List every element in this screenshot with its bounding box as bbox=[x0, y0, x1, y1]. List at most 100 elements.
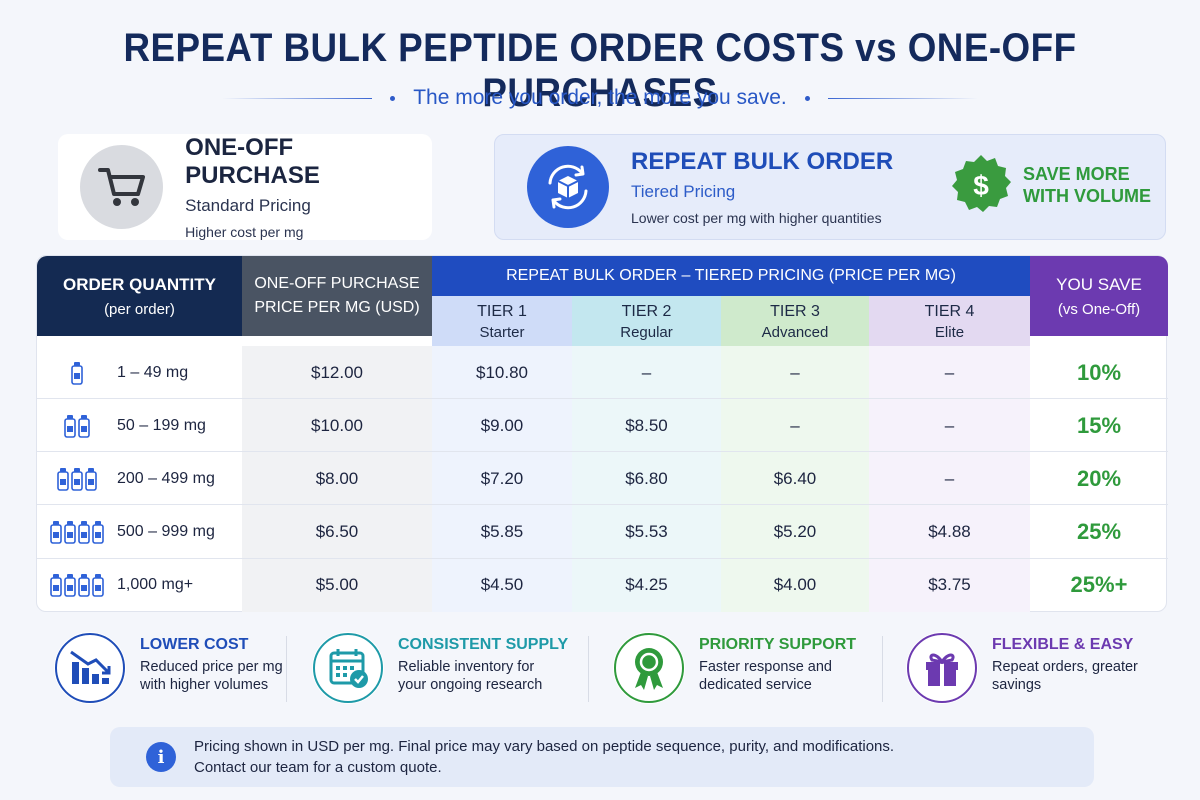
feature-divider bbox=[882, 636, 883, 702]
vial-icon bbox=[37, 573, 117, 598]
calendar-check-icon bbox=[312, 632, 384, 704]
tier3-price-cell: $6.40 bbox=[773, 468, 817, 488]
one-off-column-bg bbox=[242, 346, 432, 612]
table-row: 50 – 199 mg $10.00 $9.00 $8.50 – – 15% bbox=[37, 399, 1168, 453]
one-off-price-cell: $6.50 bbox=[315, 522, 359, 542]
header-one-off-price: ONE-OFF PURCHASE PRICE PER MG (USD) bbox=[242, 256, 432, 336]
header-repeat-tiered: REPEAT BULK ORDER – TIERED PRICING (PRIC… bbox=[432, 256, 1030, 296]
quantity-cell: 200 – 499 mg bbox=[37, 452, 242, 505]
tier-1-header: TIER 1 Starter bbox=[432, 296, 572, 346]
tier4-price-cell: – bbox=[944, 415, 955, 435]
header-order-quantity: ORDER QUANTITY (per order) bbox=[37, 256, 242, 336]
tier2-price-cell: – bbox=[641, 362, 652, 382]
quantity-text: 50 – 199 mg bbox=[117, 416, 206, 434]
tier-4-header: TIER 4 Elite bbox=[869, 296, 1030, 346]
page-title: REPEAT BULK PEPTIDE ORDER COSTS vs ONE-O… bbox=[123, 26, 1077, 115]
tier1-price-cell: $5.85 bbox=[480, 522, 524, 542]
feature-lower-cost: LOWER COST Reduced price per mg with hig… bbox=[54, 632, 290, 712]
savings-cell: 25%+ bbox=[1070, 572, 1128, 598]
tier3-column-bg bbox=[721, 346, 869, 612]
subtitle-line-right bbox=[827, 97, 978, 99]
vial-icon bbox=[37, 520, 117, 544]
header-one-line1: ONE-OFF PURCHASE bbox=[254, 275, 420, 292]
tier3-price-cell: $5.20 bbox=[773, 522, 817, 542]
tier2-price-cell: $8.50 bbox=[625, 415, 668, 435]
repeat-subtitle: Tiered Pricing bbox=[631, 182, 736, 201]
tier-label: Elite bbox=[934, 324, 965, 341]
feature-description: Repeat orders, greater savings bbox=[992, 659, 1138, 693]
feature-consistent-supply: CONSISTENT SUPPLY Reliable inventory for… bbox=[312, 632, 568, 712]
tier-2-header: TIER 2 Regular bbox=[572, 296, 721, 346]
tier-name: TIER 4 bbox=[924, 303, 975, 320]
table-row: 1,000 mg+ $5.00 $4.50 $4.25 $4.00 $3.75 25%+ bbox=[37, 559, 1168, 612]
tier4-column-bg bbox=[869, 346, 1030, 612]
page-subtitle: The more you order, the more you save. bbox=[413, 86, 787, 109]
savings-cell: 15% bbox=[1076, 412, 1122, 438]
table-row: 200 – 499 mg $8.00 $7.20 $6.80 $6.40 – 20% bbox=[37, 452, 1168, 506]
vial-icon bbox=[37, 361, 117, 385]
feature-description: Reliable inventory for your ongoing rese… bbox=[398, 659, 543, 693]
tier2-column-bg bbox=[572, 346, 721, 612]
tier1-price-cell: $4.50 bbox=[480, 575, 524, 595]
pricing-table: ORDER QUANTITY (per order) ONE-OFF PURCH… bbox=[36, 255, 1168, 612]
award-ribbon-icon bbox=[613, 632, 685, 704]
one-off-price-cell: $10.00 bbox=[311, 415, 363, 435]
tier2-price-cell: $6.80 bbox=[625, 468, 668, 488]
savings-cell: 10% bbox=[1076, 359, 1122, 385]
one-off-price-cell: $8.00 bbox=[315, 468, 359, 488]
one-off-price-cell: $12.00 bbox=[311, 362, 363, 382]
one-off-price-cell: $5.00 bbox=[315, 575, 359, 595]
box-refresh-icon bbox=[527, 146, 609, 228]
quantity-text: 500 – 999 mg bbox=[117, 523, 215, 541]
tier4-price-cell: $4.88 bbox=[928, 522, 971, 542]
quantity-text: 200 – 499 mg bbox=[117, 469, 215, 487]
save-volume-badge: $ SAVE MORE WITH VOLUME bbox=[949, 153, 1151, 217]
tier4-price-cell: $3.75 bbox=[928, 575, 971, 595]
feature-flexible-easy: FLEXIBLE & EASY Repeat orders, greater s… bbox=[906, 632, 1142, 712]
tier-label: Regular bbox=[620, 324, 673, 341]
feature-title: LOWER COST bbox=[140, 636, 249, 653]
one-off-card: ONE-OFF PURCHASE Standard Pricing Higher… bbox=[58, 134, 432, 240]
table-row: 1 – 49 mg $12.00 $10.80 – – – 10% bbox=[37, 346, 1168, 399]
feature-title: FLEXIBLE & EASY bbox=[992, 636, 1134, 653]
header-repeat-label: REPEAT BULK ORDER – TIERED PRICING (PRIC… bbox=[506, 267, 956, 284]
save-badge-line1: SAVE MORE bbox=[1023, 164, 1130, 184]
tier-3-header: TIER 3 Advanced bbox=[721, 296, 869, 346]
tier1-price-cell: $9.00 bbox=[480, 415, 524, 435]
header-you-save: YOU SAVE (vs One-Off) bbox=[1030, 256, 1168, 336]
feature-divider bbox=[588, 636, 589, 702]
subtitle-dot-left bbox=[390, 95, 396, 101]
tier-name: TIER 1 bbox=[477, 303, 527, 320]
one-off-description: Higher cost per mg bbox=[185, 224, 304, 240]
vial-icon bbox=[37, 414, 117, 438]
pricing-note: i Pricing shown in USD per mg. Final pri… bbox=[110, 727, 1094, 787]
tier-label: Starter bbox=[479, 324, 525, 341]
tier-name: TIER 2 bbox=[621, 303, 672, 320]
tier4-price-cell: – bbox=[944, 362, 955, 382]
tier-label: Advanced bbox=[761, 324, 829, 341]
subtitle-row: The more you order, the more you save. bbox=[0, 86, 1200, 110]
tier-name: TIER 3 bbox=[770, 303, 820, 320]
quantity-text: 1,000 mg+ bbox=[117, 576, 194, 594]
tier3-price-cell: – bbox=[790, 415, 800, 435]
bar-chart-down-icon bbox=[54, 632, 126, 704]
note-line2: Contact our team for a custom quote. bbox=[194, 759, 442, 776]
tier1-column-bg bbox=[432, 346, 572, 612]
shopping-cart-icon bbox=[80, 145, 164, 229]
dollar-seal-icon: $ bbox=[952, 155, 1011, 212]
tier1-price-cell: $10.80 bbox=[476, 362, 528, 382]
info-icon: i bbox=[146, 742, 176, 772]
quantity-text: 1 – 49 mg bbox=[117, 363, 189, 381]
save-badge-line2: WITH VOLUME bbox=[1023, 186, 1151, 206]
savings-cell: 25% bbox=[1076, 519, 1122, 545]
subtitle-dot-right bbox=[804, 95, 810, 101]
tier2-price-cell: $4.25 bbox=[625, 575, 668, 595]
feature-divider bbox=[286, 636, 287, 702]
tier4-price-cell: – bbox=[944, 468, 955, 488]
tier3-price-cell: $4.00 bbox=[773, 575, 817, 595]
quantity-cell: 500 – 999 mg bbox=[37, 506, 242, 559]
feature-description: Reduced price per mg with higher volumes bbox=[140, 659, 283, 693]
note-line1: Pricing shown in USD per mg. Final price… bbox=[194, 738, 895, 755]
quantity-cell: 1 – 49 mg bbox=[37, 346, 242, 399]
feature-priority-support: PRIORITY SUPPORT Faster response and ded… bbox=[613, 632, 856, 712]
